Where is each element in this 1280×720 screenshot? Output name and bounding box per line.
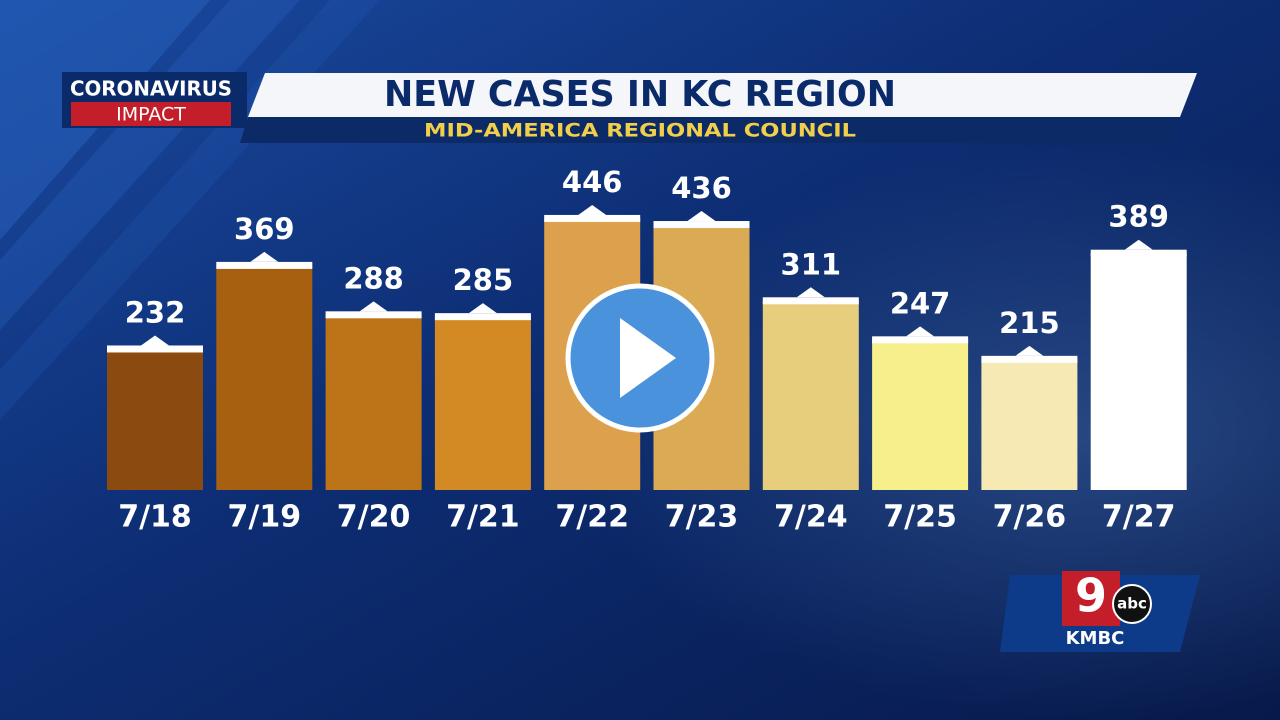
x-tick-label: 7/25 [883,500,957,535]
x-tick-label: 7/18 [118,500,192,535]
bar-cap [872,336,969,344]
bar-cap-notch [1124,239,1153,250]
chart-subtitle: MID-AMERICA REGIONAL COUNCIL [424,120,856,142]
play-icon[interactable] [620,318,676,398]
bar [1090,252,1187,490]
data-label: 288 [343,261,404,295]
logo-number: 9 [1075,569,1107,623]
bar-cap-notch [250,251,279,262]
bar-cap [544,214,641,222]
bar [872,339,969,490]
badge-red-box [71,102,231,126]
bar-cap [653,221,750,229]
bar [325,314,422,490]
data-label: 232 [125,295,186,329]
data-label: 446 [562,165,623,199]
x-tick-label: 7/27 [1102,500,1176,535]
title-banner [248,73,1197,117]
data-label: 436 [671,171,732,205]
logo-red [1062,571,1120,626]
x-tick-label: 7/19 [228,500,302,535]
bar-cap-notch [141,335,169,346]
bar-group: 232 7/18 369 7/19 288 7/20 285 7/21 446 7/22 436 7/… [107,165,1187,535]
bar-cap-notch [796,287,825,298]
badge-line2: IMPACT [116,104,186,126]
bar-cap [325,311,422,319]
bar [434,316,531,490]
bar-cap [762,297,859,305]
bar [981,358,1078,490]
bar-cap-notch [906,326,935,337]
bar [107,348,203,490]
bar-cap-notch [578,204,607,215]
play-button[interactable] [565,283,715,433]
x-tick-label: 7/23 [665,500,739,535]
logo-network-circle [1112,584,1152,624]
logo-network: abc [1117,595,1147,613]
badge-line1: CORONAVIRUS [70,77,232,101]
data-label: 369 [234,212,295,246]
bar-cap [216,261,313,269]
data-label: 285 [453,263,514,297]
chart-title: NEW CASES IN KC REGION [384,74,896,115]
x-tick-label: 7/21 [446,500,520,535]
bar-cap-notch [687,211,716,222]
bar-cap-notch [359,301,388,312]
bar-cap [981,355,1078,363]
logo-station: KMBC [1066,628,1125,649]
bar-cap [1090,249,1187,257]
x-tick-label: 7/26 [993,500,1067,535]
data-label: 389 [1108,200,1169,234]
bar-cap-notch [468,303,497,314]
x-tick-label: 7/22 [555,500,629,535]
data-label: 311 [781,247,842,281]
bar-cap-notch [1015,345,1044,356]
bar-cap [107,345,203,353]
data-label: 215 [999,306,1060,340]
subtitle-band [240,117,1180,143]
x-tick-label: 7/24 [774,500,848,535]
data-label: 247 [890,286,951,320]
bar [762,300,859,490]
x-tick-label: 7/20 [337,500,411,535]
bar-cap [434,313,531,321]
bar [216,264,313,490]
